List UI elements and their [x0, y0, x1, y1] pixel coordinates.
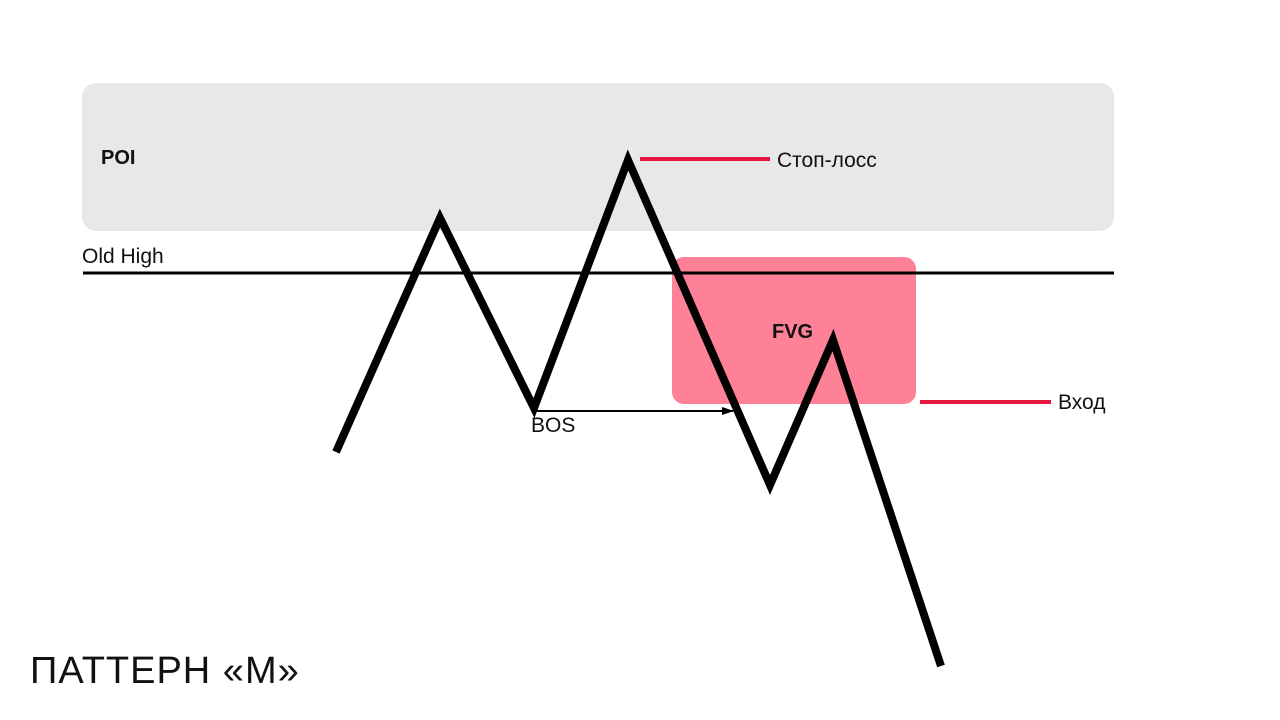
stop-loss-label: Стоп-лосс [777, 149, 877, 172]
old-high-label: Old High [82, 245, 164, 268]
entry-label: Вход [1058, 391, 1106, 414]
fvg-zone [672, 257, 916, 404]
poi-zone [82, 83, 1114, 231]
poi-label: POI [101, 147, 135, 169]
fvg-label: FVG [772, 321, 813, 343]
price-path [332, 149, 945, 668]
diagram-title: ПАТТЕРН «М» [30, 650, 300, 692]
bos-label: BOS [531, 414, 575, 437]
